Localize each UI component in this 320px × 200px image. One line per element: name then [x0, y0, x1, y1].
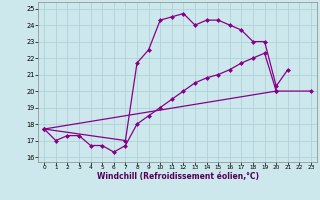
X-axis label: Windchill (Refroidissement éolien,°C): Windchill (Refroidissement éolien,°C): [97, 172, 259, 181]
